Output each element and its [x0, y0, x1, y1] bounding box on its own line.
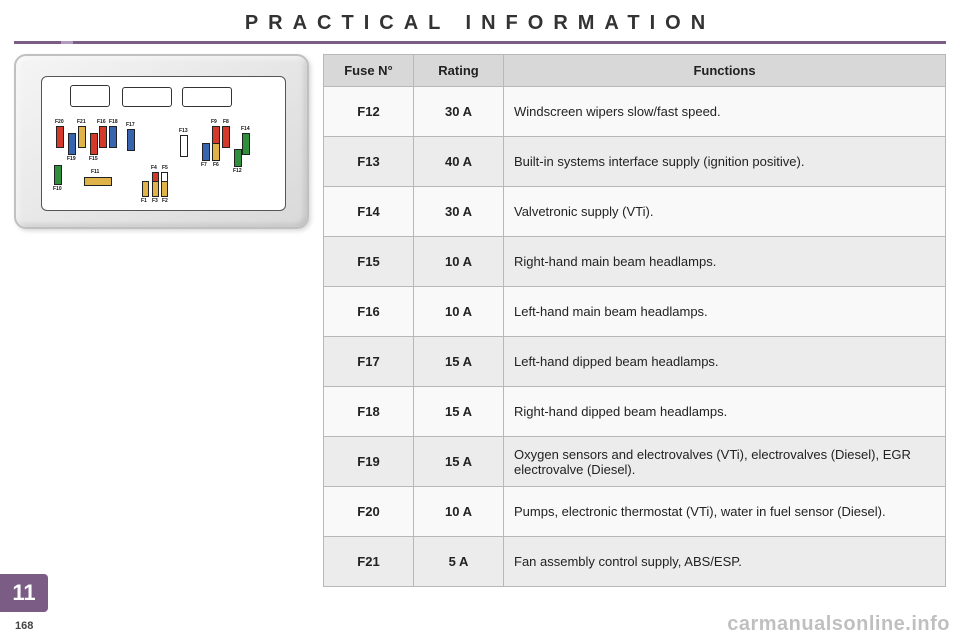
page-title: PRACTICAL INFORMATION — [0, 0, 960, 41]
table-row: F1340 ABuilt-in systems interface supply… — [324, 137, 946, 187]
cell-fuse: F21 — [324, 537, 414, 587]
cell-fuse: F16 — [324, 287, 414, 337]
fuse-f7 — [202, 143, 210, 161]
cell-rating: 15 A — [414, 387, 504, 437]
cell-fuse: F15 — [324, 237, 414, 287]
table-row: F1430 AValvetronic supply (VTi). — [324, 187, 946, 237]
cell-fuse: F12 — [324, 87, 414, 137]
cell-fuse: F18 — [324, 387, 414, 437]
connector-slot — [122, 87, 172, 107]
col-func: Functions — [504, 55, 946, 87]
col-rating: Rating — [414, 55, 504, 87]
cell-fuse: F13 — [324, 137, 414, 187]
cell-rating: 10 A — [414, 287, 504, 337]
cell-function: Oxygen sensors and electrovalves (VTi), … — [504, 437, 946, 487]
fusebox-inner: F20 F21 F16F18 F19 F15 F17 F13 F9 F8 F14 F7 F6 F12 F1… — [41, 76, 286, 211]
cell-rating: 15 A — [414, 337, 504, 387]
fuse-label: F20 — [55, 119, 64, 125]
fuse-label: F4 — [151, 165, 157, 171]
cell-function: Right-hand dipped beam headlamps. — [504, 387, 946, 437]
cell-fuse: F14 — [324, 187, 414, 237]
table-row: F1715 ALeft-hand dipped beam headlamps. — [324, 337, 946, 387]
cell-rating: 30 A — [414, 87, 504, 137]
content-area: F20F21F16F18F19F15F17F13F9F8F14F7F6F12F1… — [0, 44, 960, 587]
cell-function: Valvetronic supply (VTi). — [504, 187, 946, 237]
col-fuse: Fuse N° — [324, 55, 414, 87]
fuse-f15 — [90, 133, 98, 155]
fuse-label: F9 — [211, 119, 217, 125]
fuse-label: F1 — [141, 198, 147, 204]
fuse-label: F10 — [53, 186, 62, 192]
fuse-f3 — [152, 181, 159, 197]
fuse-label: F12 — [233, 168, 242, 174]
fuse-table: Fuse N° Rating Functions F1230 AWindscre… — [323, 54, 946, 587]
fuse-f18 — [109, 126, 117, 148]
fuse-f14 — [242, 133, 250, 155]
fuse-label: F8 — [223, 119, 229, 125]
fuse-f11 — [84, 177, 112, 186]
fuse-f16 — [99, 126, 107, 148]
cell-rating: 5 A — [414, 537, 504, 587]
cell-rating: 15 A — [414, 437, 504, 487]
fuse-label: F17 — [126, 122, 135, 128]
cell-function: Pumps, electronic thermostat (VTi), wate… — [504, 487, 946, 537]
connector-slot — [70, 85, 110, 107]
table-row: F1815 ARight-hand dipped beam headlamps. — [324, 387, 946, 437]
cell-rating: 40 A — [414, 137, 504, 187]
fuse-label: F5 — [162, 165, 168, 171]
fuse-label: F6 — [213, 162, 219, 168]
table-row: F1510 ARight-hand main beam headlamps. — [324, 237, 946, 287]
table-header-row: Fuse N° Rating Functions — [324, 55, 946, 87]
cell-function: Left-hand dipped beam headlamps. — [504, 337, 946, 387]
connector-slot — [182, 87, 232, 107]
fuse-label: F16 — [97, 119, 106, 125]
cell-function: Right-hand main beam headlamps. — [504, 237, 946, 287]
fuse-label: F7 — [201, 162, 207, 168]
header-rule — [14, 41, 946, 44]
fuse-f1 — [142, 181, 149, 197]
fuse-f12 — [234, 149, 242, 167]
cell-rating: 10 A — [414, 487, 504, 537]
fuse-f13 — [180, 135, 188, 157]
fuse-f10 — [54, 165, 62, 185]
fuse-label: F14 — [241, 126, 250, 132]
fuse-label: F2 — [162, 198, 168, 204]
fuse-f21 — [78, 126, 86, 148]
fuse-f6 — [212, 143, 220, 161]
cell-fuse: F20 — [324, 487, 414, 537]
table-row: F1610 ALeft-hand main beam headlamps. — [324, 287, 946, 337]
fuse-label: F19 — [67, 156, 76, 162]
cell-function: Fan assembly control supply, ABS/ESP. — [504, 537, 946, 587]
cell-fuse: F19 — [324, 437, 414, 487]
diagram-panel: F20 F21 F16F18 F19 F15 F17 F13 F9 F8 F14 F7 F6 F12 F1… — [14, 54, 309, 587]
fuse-label: F3 — [152, 198, 158, 204]
page-number: 168 — [15, 620, 33, 632]
fuse-f20 — [56, 126, 64, 148]
cell-function: Left-hand main beam headlamps. — [504, 287, 946, 337]
fuse-label: F13 — [179, 128, 188, 134]
table-row: F1915 AOxygen sensors and electrovalves … — [324, 437, 946, 487]
table-row: F1230 AWindscreen wipers slow/fast speed… — [324, 87, 946, 137]
cell-function: Windscreen wipers slow/fast speed. — [504, 87, 946, 137]
fuse-f17 — [127, 129, 135, 151]
chapter-tab: 11 — [0, 574, 48, 612]
fusebox-diagram: F20 F21 F16F18 F19 F15 F17 F13 F9 F8 F14 F7 F6 F12 F1… — [14, 54, 309, 229]
cell-function: Built-in systems interface supply (ignit… — [504, 137, 946, 187]
fuse-label: F18 — [109, 119, 118, 125]
fuse-label: F21 — [77, 119, 86, 125]
cell-fuse: F17 — [324, 337, 414, 387]
fuse-table-panel: Fuse N° Rating Functions F1230 AWindscre… — [323, 54, 946, 587]
fuse-f8 — [222, 126, 230, 148]
watermark: carmanualsonline.info — [727, 613, 950, 636]
cell-rating: 10 A — [414, 237, 504, 287]
fuse-label: F15 — [89, 156, 98, 162]
table-row: F215 AFan assembly control supply, ABS/E… — [324, 537, 946, 587]
fuse-f19 — [68, 133, 76, 155]
fuse-label: F11 — [91, 169, 99, 175]
table-row: F2010 APumps, electronic thermostat (VTi… — [324, 487, 946, 537]
fuse-f2 — [161, 181, 168, 197]
cell-rating: 30 A — [414, 187, 504, 237]
